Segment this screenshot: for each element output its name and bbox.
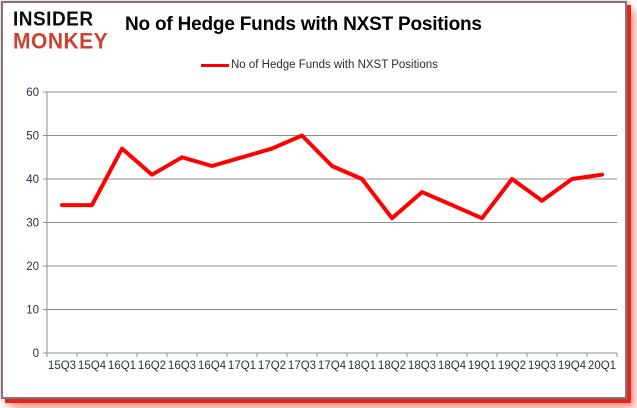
x-axis-label: 16Q3 <box>168 360 196 372</box>
x-axis-label: 17Q3 <box>288 360 316 372</box>
x-axis-label: 19Q1 <box>468 360 496 372</box>
y-axis-label: 10 <box>26 305 39 317</box>
x-axis-label: 19Q2 <box>498 360 526 372</box>
y-axis-label: 20 <box>26 261 39 273</box>
x-axis-label: 18Q3 <box>408 360 436 372</box>
x-axis-label: 17Q4 <box>318 360 347 372</box>
y-axis-label: 30 <box>26 218 39 230</box>
x-axis-label: 18Q4 <box>438 360 467 372</box>
x-axis-label: 18Q1 <box>348 360 376 372</box>
x-axis-label: 20Q1 <box>588 360 616 372</box>
x-axis-label: 15Q4 <box>78 360 107 372</box>
legend: No of Hedge Funds with NXST Positions <box>201 58 438 72</box>
y-axis-label: 60 <box>26 87 39 99</box>
legend-label: No of Hedge Funds with NXST Positions <box>231 59 438 71</box>
chart-title: No of Hedge Funds with NXST Positions <box>125 14 482 35</box>
x-axis-label: 18Q2 <box>378 360 406 372</box>
y-axis-label: 50 <box>26 131 39 143</box>
x-axis-label: 16Q1 <box>108 360 136 372</box>
x-axis-label: 17Q1 <box>228 360 256 372</box>
x-axis-label: 17Q2 <box>258 360 286 372</box>
x-axis-label: 15Q3 <box>48 360 76 372</box>
x-axis-label: 19Q3 <box>528 360 556 372</box>
logo-line-monkey: MONKEY <box>13 29 109 54</box>
x-axis-label: 16Q4 <box>198 360 227 372</box>
logo-line-insider: INSIDER <box>13 8 94 31</box>
y-axis-label: 0 <box>33 348 39 360</box>
x-axis-label: 19Q4 <box>558 360 587 372</box>
y-axis-label: 40 <box>26 174 39 186</box>
series-line <box>60 133 604 221</box>
legend-line-swatch <box>201 63 229 67</box>
chart-frame: INSIDER MONKEY No of Hedge Funds with NX… <box>1 1 627 399</box>
insider-monkey-logo: INSIDER MONKEY <box>13 8 109 54</box>
x-axis-label: 16Q2 <box>138 360 166 372</box>
